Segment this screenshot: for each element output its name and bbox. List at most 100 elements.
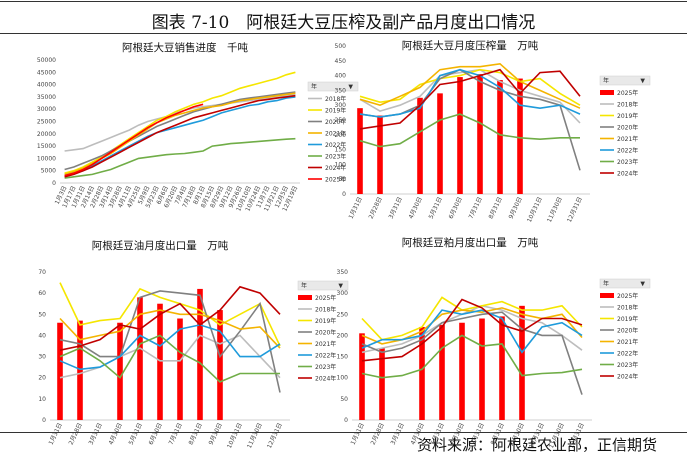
x-tick-label: 2月28日 [68, 422, 84, 446]
legend-label: 2018年 [617, 304, 638, 312]
legend-dropdown-icon: ▼ [640, 281, 645, 288]
chart-title: 阿根廷大豆销售进度 千吨 [122, 41, 248, 54]
x-tick-label: 1月31日 [48, 422, 64, 446]
y-tick-label: 300 [337, 290, 349, 297]
x-tick-label: 12月31日 [566, 196, 584, 224]
x-tick-label: 4月30日 [408, 196, 424, 220]
y-tick-label: 25000 [37, 119, 56, 126]
line-2022年 [59, 324, 281, 371]
legend-label: 2023年 [315, 363, 336, 371]
legend-label: 2023年 [325, 153, 346, 161]
y-tick-label: 70 [38, 269, 46, 276]
chart-title: 阿根廷大豆月度压榨量 万吨 [402, 39, 539, 52]
x-tick-label: 4月30日 [108, 422, 124, 446]
y-tick-label: 200 [335, 132, 347, 139]
legend: 年 ▼2025年 2018年 2019年 2020年 2021年 2022年 2023年 202… [599, 75, 651, 178]
legend-label: 2025年 [617, 89, 638, 97]
legend-label: 2023年 [617, 361, 638, 369]
bar-2025 [459, 322, 465, 420]
bar-2025 [157, 303, 163, 420]
line-2024年 [359, 68, 581, 130]
legend-label: 2021年 [617, 338, 638, 346]
legend-header-box [599, 75, 651, 86]
y-tick-label: 250 [335, 117, 347, 124]
legend-label: 2019年 [617, 315, 638, 323]
y-tick-label: 200 [337, 332, 349, 339]
y-tick-label: 400 [335, 73, 347, 80]
x-tick-label: 9月30日 [208, 422, 224, 446]
y-tick-label: 100 [337, 375, 349, 382]
figure-header: 图表 7-10 阿根廷大豆压榨及副产品月度出口情况 [0, 0, 687, 36]
x-tick-label: 12月31日 [266, 422, 284, 450]
bar-2025 [419, 326, 425, 420]
bar-2025 [499, 316, 505, 420]
legend-label: 2020年 [325, 118, 346, 126]
y-tick-label: 40 [38, 332, 46, 339]
y-tick-label: 15000 [37, 143, 56, 150]
legend-label: 2018年 [315, 306, 336, 314]
x-tick-label: 3月31日 [390, 422, 406, 446]
y-tick-label: 20 [38, 375, 46, 382]
legend-label: 2019年 [315, 317, 336, 325]
line-2018年 [361, 304, 583, 354]
bar-2025 [479, 318, 485, 420]
legend-header-box [297, 280, 349, 291]
line-2022年 [64, 96, 296, 177]
legend-label: 2020年 [617, 124, 638, 132]
line-2022年 [361, 309, 583, 354]
y-tick-label: 450 [335, 58, 347, 65]
legend-label: 2022年 [315, 352, 336, 360]
chart-title: 阿根廷豆油月度出口量 万吨 [92, 239, 229, 252]
bar-2025 [177, 318, 183, 420]
chart-title: 阿根廷豆粕月度出口量 万吨 [402, 236, 539, 249]
x-tick-label: 5月31日 [428, 196, 444, 220]
x-tick-label: 2月28日 [370, 422, 386, 446]
x-tick-label: 11月30日 [246, 422, 264, 450]
top-rule [0, 1, 687, 2]
legend-label: 2024年 [325, 164, 346, 172]
legend: 年 ▼2018年 2019年 2020年 2021年 2022年 2023年 2024年 202… [307, 81, 359, 184]
line-2023年 [64, 137, 296, 179]
bar-2025 [117, 322, 123, 420]
x-tick-label: 7月31日 [168, 422, 184, 446]
legend-label: 2024年 [617, 170, 638, 178]
bar-2025 [417, 97, 423, 194]
bottom-rule [0, 432, 687, 433]
legend-label: 2021年 [617, 135, 638, 143]
bar-2025 [197, 288, 203, 420]
x-tick-label: 3月31日 [88, 422, 104, 446]
legend: 年 ▼2025年 2018年 2019年 2020年 2021年 2022年 2023年 202… [599, 278, 651, 381]
legend-label: 2021年 [315, 340, 336, 348]
legend-label: 2024年 [617, 373, 638, 381]
y-tick-label: 45000 [37, 69, 56, 76]
bar-2025 [477, 74, 483, 194]
legend-header-box [599, 278, 651, 289]
bar-2025 [217, 310, 223, 420]
line-2025年 [64, 103, 204, 177]
legend-header: 年 [301, 282, 307, 290]
bar-2025 [57, 322, 63, 420]
y-tick-label: 250 [337, 311, 349, 318]
bar-2025 [437, 93, 443, 194]
x-tick-label: 3月31日 [388, 196, 404, 220]
line-2024年 [59, 285, 281, 351]
legend-label: 2024年 [315, 375, 336, 383]
bar-2025 [439, 324, 445, 420]
bar-2025 [357, 108, 363, 194]
y-tick-label: 0 [344, 417, 348, 424]
legend-header: 年 [603, 280, 609, 288]
legend-dropdown-icon: ▼ [348, 84, 353, 91]
x-tick-label: 10月31日 [526, 196, 544, 224]
legend: 年 ▼2025年 2018年 2019年 2020年 2021年 2022年 2023年 202… [297, 280, 349, 383]
legend-header: 年 [311, 83, 317, 91]
source-note: 资料来源：阿根廷农业部，正信期货 [416, 436, 657, 454]
x-tick-label: 5月31日 [128, 422, 144, 446]
legend-label: 2019年 [325, 107, 346, 115]
bar-2025 [517, 78, 523, 194]
y-tick-label: 40000 [37, 82, 56, 89]
line-2019年 [59, 282, 281, 347]
legend-swatch [600, 293, 614, 298]
y-tick-label: 150 [337, 354, 349, 361]
